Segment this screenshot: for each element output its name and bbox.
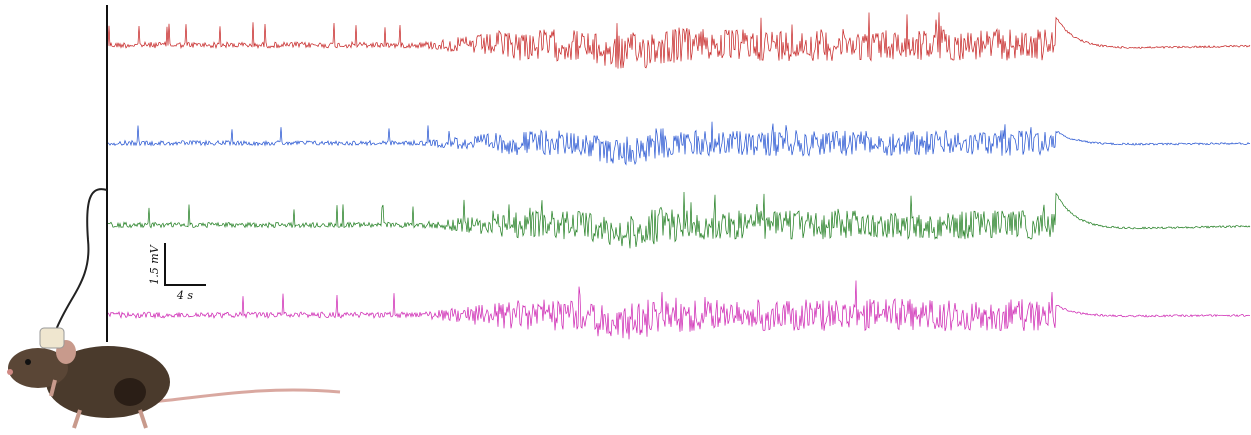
cable (55, 188, 108, 331)
eeg-trace (107, 280, 1251, 340)
eeg-trace (107, 12, 1251, 69)
headstage (39, 327, 65, 349)
scale-bar-vertical-label: 1.5 mV (148, 244, 161, 284)
eeg-trace (107, 121, 1251, 166)
scale-bar-horizontal-label: 4 s (176, 289, 193, 302)
mouse-head (8, 348, 68, 388)
mouse-legs (49, 379, 148, 429)
mouse-nose (7, 369, 13, 375)
mouse-eye (25, 359, 31, 365)
traces (107, 12, 1251, 340)
mouse (7, 327, 341, 429)
mouse-tail (149, 388, 341, 404)
eeg-trace (107, 191, 1251, 249)
mouse-spot (114, 378, 146, 406)
